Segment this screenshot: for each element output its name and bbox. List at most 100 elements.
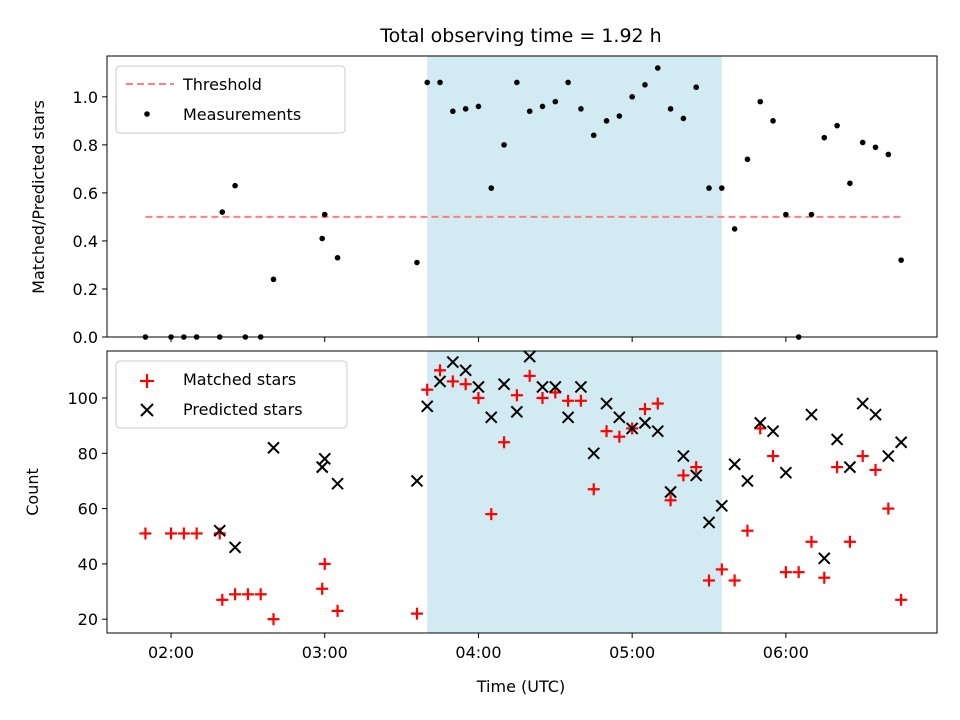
matched-star-point [177, 527, 190, 540]
matched-star-point [792, 566, 805, 579]
matched-star-point [459, 378, 472, 391]
matched-star-point [190, 527, 203, 540]
series-matched-stars [139, 364, 908, 626]
measurement-point [783, 211, 789, 218]
predicted-star-point [472, 380, 485, 394]
predicted-star-point [843, 460, 857, 474]
matched-star-point [523, 369, 536, 382]
y-tick-label: 0.2 [73, 280, 98, 299]
measurement-point [414, 259, 420, 266]
predicted-star-point [536, 380, 549, 394]
matched-star-point [254, 588, 267, 601]
predicted-star-point [267, 441, 280, 454]
matched-star-point [318, 557, 331, 570]
predicted-star-point [587, 447, 600, 460]
predicted-legend-label: Predicted stars [183, 400, 303, 419]
measurement-point [590, 132, 597, 139]
measurement-point [603, 118, 610, 124]
measurement-point [565, 79, 571, 86]
measurement-point [706, 185, 712, 191]
bottom-plot-frame [106, 350, 938, 634]
matched-star-point [651, 397, 664, 410]
matched-star-point [229, 588, 242, 601]
y-tick-label: 1.0 [73, 88, 98, 107]
measurement-point [514, 79, 520, 86]
x-tick-label: 05:00 [609, 643, 655, 662]
predicted-star-point [561, 411, 575, 424]
predicted-star-point [715, 499, 729, 513]
y-tick-label: 0.0 [73, 328, 98, 347]
matched-star-point [331, 604, 344, 617]
measurement-point [462, 106, 469, 112]
matched-star-point [690, 461, 703, 474]
top-y-axis-label: Matched/Predicted stars [29, 100, 48, 294]
matched-star-point [831, 461, 844, 474]
measurement-point [654, 65, 661, 71]
predicted-star-point [894, 436, 908, 449]
predicted-star-point [856, 397, 869, 410]
top-legend: Threshold Measurements [115, 65, 346, 134]
measurement-point [847, 180, 853, 187]
predicted-star-point [779, 466, 793, 479]
predicted-star-point [651, 424, 664, 438]
threshold-legend-label: Threshold [182, 75, 262, 94]
predicted-star-point [741, 474, 754, 488]
matched-star-point [139, 527, 152, 540]
measurement-point [424, 79, 431, 86]
predicted-star-point [625, 422, 639, 435]
measurement-point [501, 142, 507, 148]
matched-star-point [472, 392, 485, 404]
matched-star-point [562, 394, 575, 407]
predicted-star-point [574, 380, 588, 394]
matched-star-point [805, 535, 818, 548]
measurement-point [719, 185, 725, 191]
matched-star-point [754, 422, 767, 435]
matched-star-point [241, 588, 254, 601]
x-tick-label: 03:00 [302, 643, 348, 662]
measurement-point [757, 98, 764, 105]
matched-star-point [421, 383, 434, 396]
measurement-point [334, 254, 341, 261]
predicted-star-point [510, 405, 524, 419]
predicted-star-point [638, 416, 652, 430]
predicted-star-point [869, 408, 882, 421]
y-tick-label: 100 [67, 389, 98, 408]
predicted-star-point [882, 449, 895, 463]
predicted-star-point [754, 416, 767, 430]
predicted-star-point [446, 355, 460, 369]
measurement-point [616, 113, 623, 119]
y-tick-label: 0.8 [73, 136, 98, 155]
measurement-point [539, 103, 546, 110]
predicted-star-point [664, 485, 677, 499]
y-tick-label: 0.4 [73, 232, 98, 251]
predicted-star-point [805, 408, 818, 421]
matched-star-point [600, 425, 613, 438]
bottom-legend-box [115, 360, 348, 429]
predicted-star-point [818, 552, 831, 565]
matched-star-point [767, 450, 780, 463]
predicted-star-point [213, 524, 226, 537]
matched-star-point [895, 593, 908, 606]
bottom-y-axis-label: Count [23, 468, 42, 516]
matched-star-point [216, 593, 229, 606]
series-predicted-stars [213, 350, 908, 565]
predicted-star-point [315, 460, 329, 474]
predicted-legend-swatch [140, 403, 154, 417]
matched-star-point [882, 502, 895, 515]
y-tick-label: 40 [78, 555, 98, 574]
y-tick-label: 0.6 [73, 184, 98, 203]
predicted-star-point [689, 469, 703, 482]
measurement-point [872, 144, 879, 151]
predicted-star-point [228, 541, 242, 554]
matched-star-point [165, 527, 178, 540]
matched-star-point [267, 613, 280, 626]
matched-star-point [664, 494, 677, 507]
y-tick-label: 80 [78, 444, 98, 463]
predicted-star-point [331, 477, 344, 490]
measurement-point [680, 115, 687, 122]
bottom-legend: Matched stars Predicted stars [115, 360, 348, 429]
chart-title: Total observing time = 1.92 h [379, 25, 661, 47]
predicted-star-point [421, 400, 434, 413]
predicted-star-point [433, 375, 447, 388]
matched-star-point [498, 436, 511, 449]
